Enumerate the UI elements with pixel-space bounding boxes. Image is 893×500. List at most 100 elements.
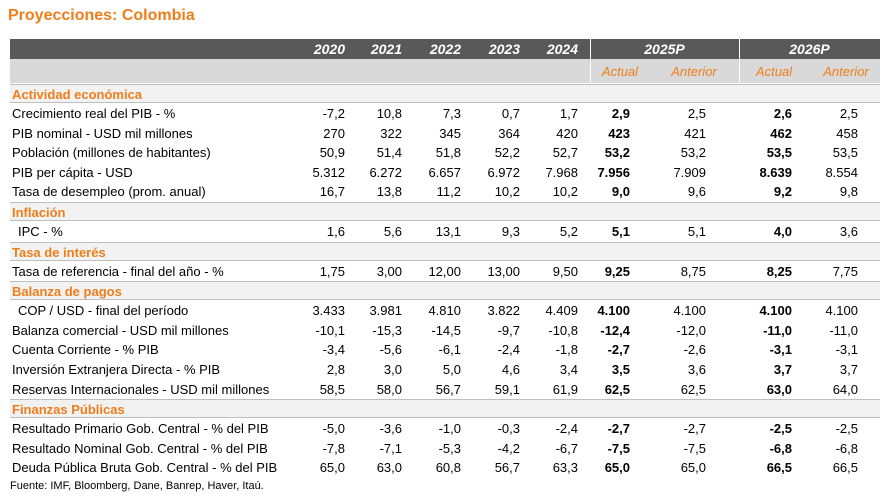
table-cell: 4.100 (673, 303, 706, 319)
table-cell: 1,7 (559, 106, 578, 121)
table-cell: 56,7 (494, 460, 520, 476)
section-label: Tasa de interés (12, 244, 106, 260)
table-cell: 50,9 (319, 145, 345, 161)
table-row: Cuenta Corriente - % PIB -3,4 -5,6 -6,1 -2,4… (0, 340, 893, 359)
table-row: Población (millones de habitantes) 50,9 51… (0, 143, 893, 162)
year-header: 2020 (313, 41, 345, 57)
table-cell: 3,7 (839, 362, 858, 377)
table-cell: -1,0 (438, 421, 461, 437)
table-cell: -12,4 (600, 322, 630, 338)
table-cell: 4.409 (545, 303, 578, 319)
row-label: Tasa de desempleo (prom. anual) (12, 184, 206, 200)
table-cell: -6,7 (555, 440, 578, 456)
table-cell: -3,1 (769, 342, 792, 358)
table-cell: 61,9 (552, 381, 578, 397)
table-cell: 60,8 (435, 460, 461, 476)
table-cell: 7.956 (597, 164, 630, 180)
table-cell: 56,7 (435, 381, 461, 397)
row-label: Resultado Nominal Gob. Central - % del P… (12, 440, 268, 456)
table-cell: -11,0 (829, 322, 858, 338)
sub-header-anterior: Anterior (823, 64, 869, 79)
source-note: Fuente: IMF, Bloomberg, Dane, Banrep, Ha… (10, 480, 264, 492)
table-cell: -2,7 (607, 421, 630, 437)
table-row: Balanza comercial - USD mil millones -10,… (0, 321, 893, 340)
table-cell: 3,7 (773, 362, 792, 377)
table-cell: 65,0 (604, 460, 630, 476)
table-cell: 53,2 (604, 145, 630, 161)
table-cell: 420 (556, 125, 578, 141)
section-header: Finanzas Públicas (10, 399, 880, 419)
table-cell: 3,0 (383, 362, 402, 377)
table-cell: 66,5 (766, 460, 792, 476)
table-cell: -7,8 (322, 440, 345, 456)
table-cell: 7.909 (673, 164, 706, 180)
table-cell: -12,0 (676, 322, 706, 338)
table-cell: 63,0 (766, 381, 792, 397)
table-cell: 9,50 (552, 263, 578, 279)
table-row: IPC - % 1,6 5,6 13,1 9,3 5,2 5,1 5,1 4,0 3,6 (0, 222, 893, 241)
table-cell: 1,6 (326, 224, 345, 239)
projection-header-2025: 2025P (644, 41, 685, 57)
table-cell: 3.822 (487, 303, 520, 319)
section-label: Actividad económica (12, 87, 143, 102)
table-cell: 53,2 (680, 145, 706, 161)
table-cell: 53,5 (766, 145, 792, 161)
row-label: Deuda Pública Bruta Gob. Central - % del… (12, 460, 278, 476)
table-cell: -6,8 (835, 440, 858, 456)
section-label: Balanza de pagos (12, 284, 122, 300)
table-cell: 0,7 (501, 106, 520, 121)
table-cell: -2,5 (769, 421, 792, 437)
table-cell: -2,4 (497, 342, 520, 358)
row-label: Inversión Extranjera Directa - % PIB (12, 362, 221, 377)
table-cell: 8.639 (759, 164, 792, 180)
table-cell: 1,75 (319, 263, 345, 279)
table-cell: 10,2 (494, 184, 520, 200)
table-cell: 8,75 (680, 263, 706, 279)
row-label: Resultado Primario Gob. Central - % del … (12, 421, 269, 437)
sub-header-anterior: Anterior (671, 64, 717, 79)
table-cell: 5.312 (312, 164, 345, 180)
year-header: 2023 (488, 41, 520, 57)
table-cell: -11,0 (763, 322, 792, 338)
section-label: Inflación (12, 205, 66, 220)
table-cell: -5,0 (322, 421, 345, 437)
table-cell: -7,5 (607, 440, 630, 456)
table-cell: 51,8 (435, 145, 461, 161)
table-cell: -15,3 (372, 322, 402, 338)
table-cell: 10,2 (552, 184, 578, 200)
table-row: COP / USD - final del período 3.433 3.981 4… (0, 301, 893, 320)
table-cell: 5,1 (611, 224, 630, 239)
table-row: Tasa de desempleo (prom. anual) 16,7 13,8 1… (0, 182, 893, 201)
table-cell: 4,0 (773, 224, 792, 239)
header-divider (739, 39, 740, 83)
table-cell: -3,6 (379, 421, 402, 437)
table-cell: 9,2 (773, 184, 792, 200)
row-label: COP / USD - final del período (18, 303, 189, 319)
table-cell: 2,5 (687, 106, 706, 121)
row-label: Balanza comercial - USD mil millones (12, 322, 229, 338)
table-cell: 10,8 (376, 106, 402, 121)
sub-header-actual: Actual (755, 64, 793, 79)
section-header: Inflación (10, 202, 880, 221)
table-cell: -10,8 (548, 322, 578, 338)
projection-header-2026: 2026P (789, 41, 830, 57)
table-cell: -5,6 (379, 342, 402, 358)
table-cell: 7,75 (832, 263, 858, 279)
table-row: Resultado Primario Gob. Central - % del … (0, 419, 893, 438)
table-cell: -7,1 (379, 440, 402, 456)
table-cell: 458 (836, 125, 858, 141)
table-cell: -10,1 (315, 322, 345, 338)
table-cell: 58,5 (319, 381, 345, 397)
table-header-sub (10, 59, 880, 83)
row-label: IPC - % (18, 224, 63, 239)
table-row: Inversión Extranjera Directa - % PIB 2,8 3… (0, 360, 893, 379)
table-cell: -6,8 (769, 440, 792, 456)
table-row: PIB nominal - USD mil millones 270 322 345 3… (0, 124, 893, 143)
table-cell: -1,8 (555, 342, 578, 358)
table-header-years (10, 39, 880, 59)
table-cell: 66,5 (832, 460, 858, 476)
row-label: Tasa de referencia - final del año - % (12, 263, 224, 279)
table-cell: 65,0 (319, 460, 345, 476)
row-label: PIB per cápita - USD (12, 164, 133, 180)
section-header: Balanza de pagos (10, 281, 880, 301)
